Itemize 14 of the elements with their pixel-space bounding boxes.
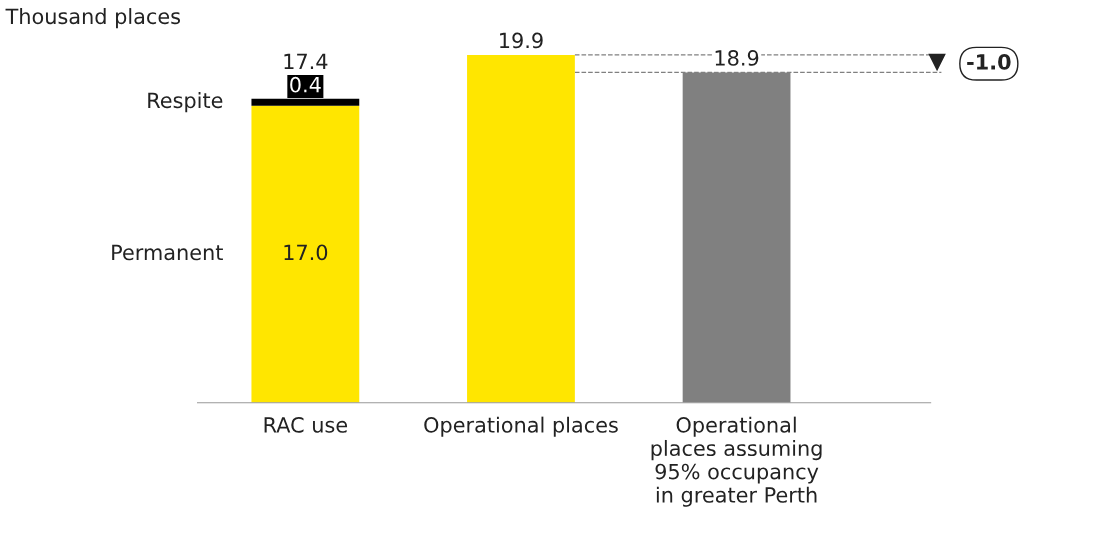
total-label: 19.9 bbox=[500, 32, 543, 49]
x-tick-label: Operational places bbox=[424, 416, 618, 437]
data-label: 0.4 bbox=[290, 76, 321, 93]
y-axis-title: Thousand places bbox=[5, 8, 181, 29]
bar bbox=[251, 105, 360, 403]
bar bbox=[467, 54, 575, 403]
series-label: Permanent bbox=[112, 244, 223, 261]
total-label: 18.9 bbox=[715, 50, 759, 66]
x-tick-label: Operational places assuming 95% occupancy in greater Perth bbox=[651, 416, 822, 507]
data-label: 17.0 bbox=[284, 244, 328, 261]
text: -1.0 bbox=[967, 54, 1011, 70]
x-tick-label: RAC use bbox=[264, 417, 348, 433]
total-label: 17.4 bbox=[284, 53, 328, 69]
series-label: Respite bbox=[148, 92, 223, 113]
